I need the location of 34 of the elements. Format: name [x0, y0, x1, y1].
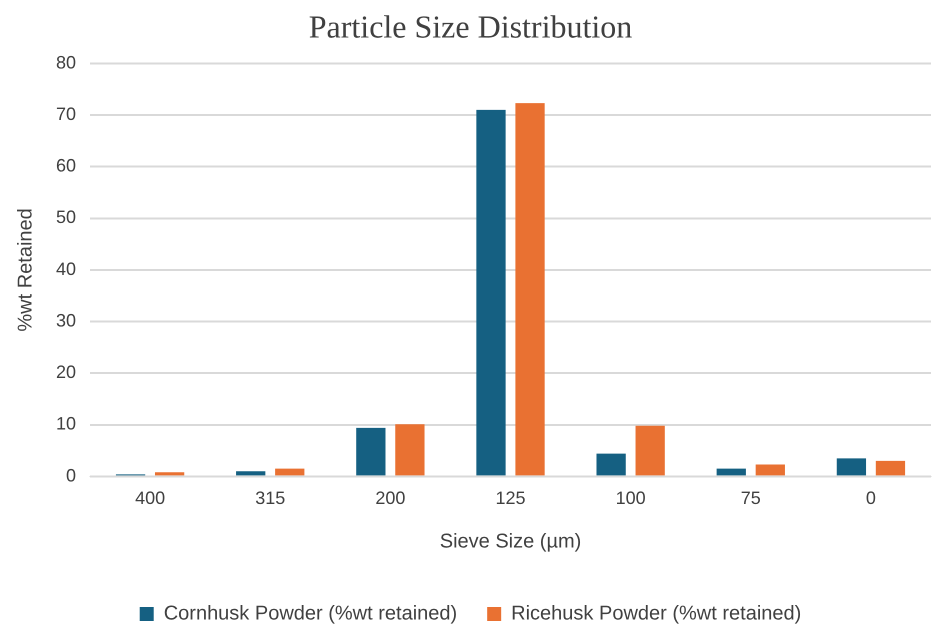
- legend-label: Ricehusk Powder (%wt retained): [511, 602, 802, 625]
- bar: [395, 424, 425, 476]
- x-tick-label: 125: [495, 488, 526, 508]
- x-axis-title: Sieve Size (µm): [440, 530, 582, 553]
- bar: [636, 426, 665, 476]
- y-tick-label: 60: [56, 156, 76, 176]
- y-tick-label: 70: [56, 104, 76, 124]
- y-tick-label: 0: [66, 465, 76, 486]
- legend-label: Cornhusk Powder (%wt retained): [164, 602, 458, 625]
- bar: [275, 468, 304, 476]
- x-tick-label: 315: [255, 488, 286, 508]
- y-tick-label: 50: [56, 207, 76, 228]
- y-tick-label: 40: [56, 258, 76, 279]
- chart-title: Particle Size Distribution: [308, 8, 632, 45]
- x-tick-label: 200: [375, 488, 406, 508]
- y-axis-title: %wt Retained: [14, 208, 37, 332]
- y-tick-label: 10: [56, 414, 76, 434]
- bar: [596, 454, 626, 476]
- bar: [236, 471, 266, 476]
- y-tick-label: 20: [56, 362, 76, 382]
- bar: [836, 458, 866, 476]
- x-tick-label: 400: [135, 488, 166, 508]
- bar: [876, 460, 906, 476]
- bar: [476, 110, 506, 476]
- x-tick-label: 0: [866, 488, 876, 508]
- x-tick-label: 100: [616, 488, 646, 508]
- y-tick-label: 80: [56, 52, 76, 72]
- bar: [716, 468, 746, 476]
- bar: [154, 472, 184, 476]
- bar: [356, 428, 386, 476]
- y-tick-label: 30: [56, 310, 76, 330]
- bar: [515, 103, 545, 476]
- x-tick-label: 75: [740, 488, 761, 508]
- bar: [756, 464, 785, 476]
